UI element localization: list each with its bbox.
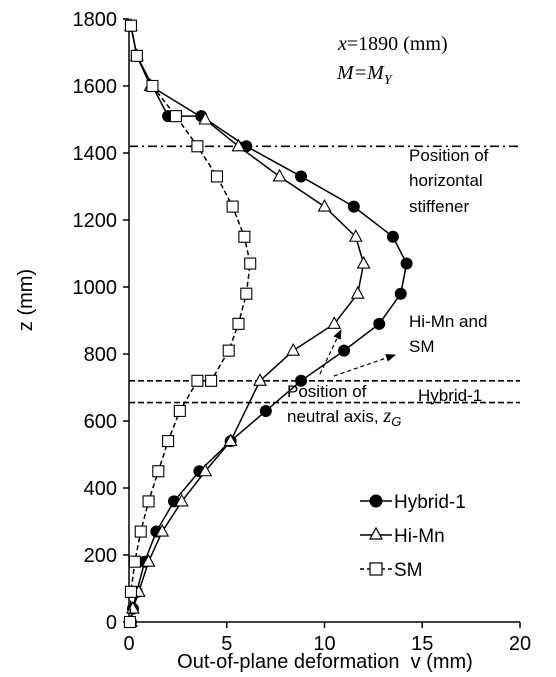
point-hi-mn [198,463,213,477]
himn-sm-label-line1: Hi-Mn and [409,312,487,331]
y-tick-label: 400 [84,478,117,500]
point-sm [134,525,147,538]
y-tick-label: 1800 [73,9,118,31]
point-sm [146,79,159,93]
stiffener-label-line2: horizontal [409,171,483,190]
x-tick-label: 20 [509,633,531,655]
point-hi-mn [174,493,189,507]
x-tick-label: 15 [411,633,433,655]
point-hi-mn [231,138,246,152]
point-sm [226,200,239,213]
point-sm [124,19,138,32]
point-sm [191,140,204,153]
neutral-axis-label-line2: neutral axis, zG [287,405,401,429]
point-hi-mn [141,554,156,567]
y-tick-label: 1000 [73,277,118,299]
point-hi-mn [317,198,332,212]
legend-marker-hybrid-1 [369,494,383,508]
point-hi-mn [253,373,267,386]
neutral-axis-label-line1: Position of [287,382,367,401]
point-sm [162,435,175,448]
point-hi-mn [286,343,301,356]
neutral-arrow-lower [333,354,396,377]
point-hybrid-1 [373,317,386,330]
y-tick-label: 0 [106,612,117,634]
point-hybrid-1 [259,404,272,417]
point-hi-mn [223,433,238,447]
x-tick-label: 10 [313,633,335,655]
legend-marker-sm [369,562,383,576]
point-sm [238,230,251,243]
y-tick-label: 1600 [73,76,118,98]
point-hybrid-1 [386,230,399,243]
series-line-sm [129,25,251,623]
legend-entry-hybrid-1: Hybrid-1 [360,492,466,513]
stiffener-label-line3: stiffener [409,197,470,216]
point-sm [123,615,137,629]
series-layer [123,18,413,629]
point-sm [128,555,141,568]
case-x-label: x=1890 (mm) [337,33,448,55]
axis-ticks: 0 200 400 600 800 1000 1200 1400 1600 1800 0 5 10 15 2… [73,9,532,655]
y-tick-label: 600 [84,411,117,433]
y-tick-label: 200 [84,545,117,567]
y-tick-label: 1400 [73,143,118,165]
stiffener-label-line1: Position of [409,146,489,165]
x-tick-label: 5 [221,633,232,655]
point-sm [152,465,165,478]
point-sm [232,317,245,330]
point-sm [240,287,253,300]
point-hybrid-1 [295,170,308,183]
y-tick-label: 800 [84,344,117,366]
point-hi-mn [348,229,363,242]
point-sm [124,585,138,598]
point-sm [191,374,204,387]
y-tick-label: 1200 [73,210,118,232]
hybrid-neutral-label: Hybrid-1 [418,386,482,405]
point-hybrid-1 [394,287,407,300]
himn-sm-label-line2: SM [409,337,435,356]
point-sm [244,257,257,270]
legend-entry-hi-mn: Hi-Mn [360,526,445,547]
point-hi-mn [272,168,287,182]
neutral-arrow-upper [319,329,342,375]
point-sm [169,110,182,123]
x-axis-title: Out-of-plane deformation v (mm) [177,651,473,673]
point-sm [210,170,224,183]
legend: Hybrid-1 Hi-Mn SM [360,492,466,581]
case-moment-label: M=MY [336,62,394,88]
legend-label-hi-mn: Hi-Mn [394,526,445,547]
point-sm [222,344,235,357]
point-hi-mn [155,523,170,537]
legend-label-sm: SM [394,560,423,581]
point-sm [130,49,143,62]
point-hybrid-1 [295,374,308,387]
point-hybrid-1 [338,344,351,357]
point-hybrid-1 [347,200,360,213]
point-sm [173,404,186,418]
point-hi-mn [350,286,365,299]
legend-marker-hi-mn [368,526,384,540]
point-hi-mn [198,111,213,125]
legend-entry-sm: SM [360,560,423,581]
point-sm [205,374,218,387]
point-hi-mn [327,316,342,329]
point-hybrid-1 [400,257,413,270]
x-tick-label: 0 [123,633,134,655]
y-axis-title: z (mm) [15,269,37,331]
point-sm [142,495,155,508]
point-hi-mn [356,255,371,269]
legend-label-hybrid-1: Hybrid-1 [394,492,466,513]
